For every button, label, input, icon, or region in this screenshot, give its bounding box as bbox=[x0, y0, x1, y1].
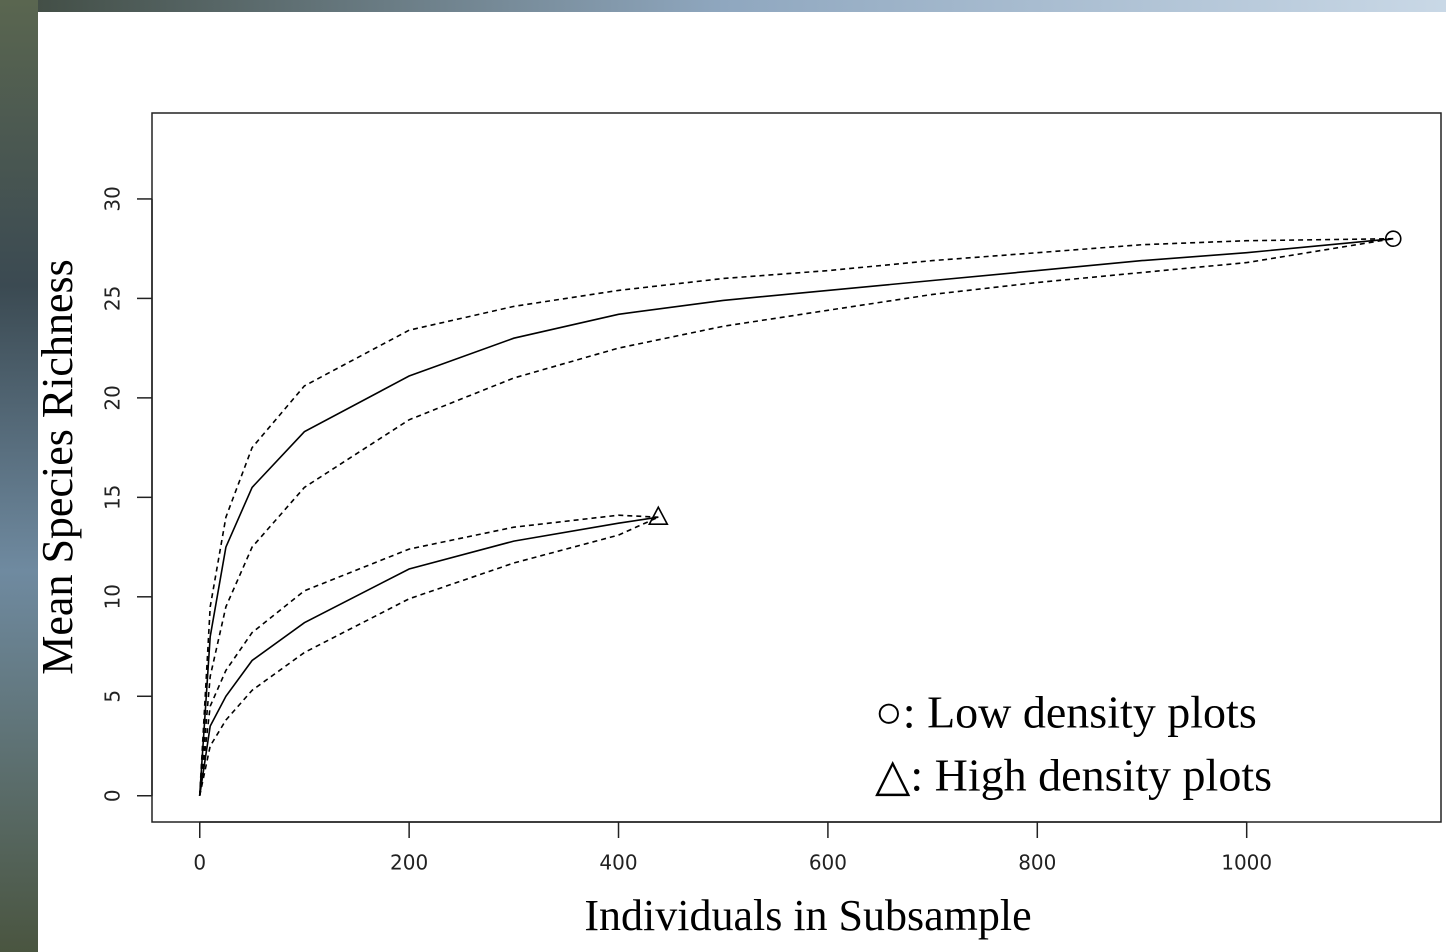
background-strip bbox=[0, 0, 1446, 12]
end-marker bbox=[1384, 230, 1402, 248]
background-photo bbox=[0, 0, 38, 952]
x-tick-label: 600 bbox=[809, 851, 847, 875]
series-line bbox=[198, 237, 1394, 796]
series-line bbox=[198, 516, 659, 796]
legend-entry: ○: Low density plots bbox=[875, 687, 1257, 738]
y-tick-label: 0 bbox=[101, 789, 125, 802]
x-tick-label: 0 bbox=[193, 851, 206, 875]
y-axis-label: Mean Species Richness bbox=[33, 259, 82, 674]
x-axis-label: Individuals in Subsample bbox=[584, 891, 1031, 940]
y-tick-label: 5 bbox=[101, 690, 125, 703]
series-line bbox=[198, 237, 1394, 796]
x-tick-label: 800 bbox=[1018, 851, 1056, 875]
end-marker bbox=[647, 505, 669, 526]
legend-entry: △: High density plots bbox=[875, 750, 1272, 801]
x-tick-label: 200 bbox=[390, 851, 428, 875]
series-line bbox=[198, 514, 659, 796]
y-tick-label: 10 bbox=[101, 584, 125, 609]
y-tick-label: 15 bbox=[101, 485, 125, 510]
y-tick-label: 20 bbox=[101, 385, 125, 410]
x-tick-label: 400 bbox=[599, 851, 637, 875]
x-tick-label: 1000 bbox=[1221, 851, 1272, 875]
y-tick-label: 30 bbox=[101, 186, 125, 211]
legend-box bbox=[855, 665, 1440, 821]
legend: ○: Low density plots △: High density plot… bbox=[875, 687, 1272, 801]
plot-area: 0 200 400 600 800 1000 0 5 10 15 20 25 30 bbox=[101, 186, 1402, 875]
y-tick-label: 25 bbox=[101, 286, 125, 311]
